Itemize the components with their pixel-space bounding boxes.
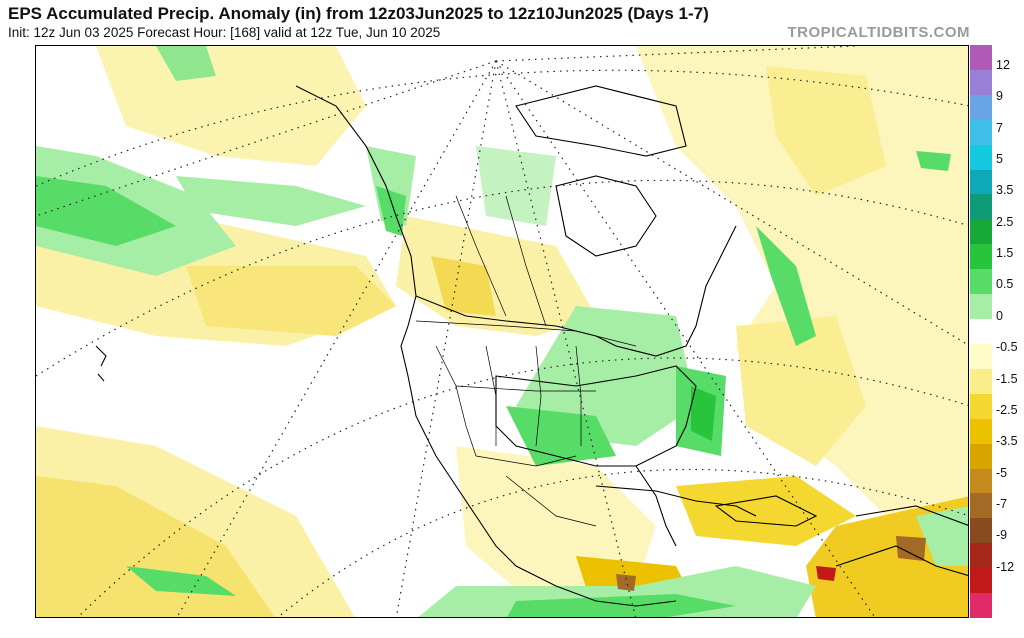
colorbar-swatch bbox=[970, 593, 992, 619]
colorbar-tick-label: 0.5 bbox=[996, 277, 1014, 292]
precip-anomaly-map bbox=[35, 45, 969, 618]
map-subtitle: Init: 12z Jun 03 2025 Forecast Hour: [16… bbox=[8, 25, 441, 40]
colorbar-swatch bbox=[970, 518, 992, 544]
brand-watermark: TROPICALTIDBITS.COM bbox=[787, 24, 970, 41]
colorbar-tick-label: -0.5 bbox=[996, 340, 1018, 355]
colorbar-swatch bbox=[970, 343, 992, 370]
colorbar-swatch bbox=[970, 244, 992, 270]
colorbar-swatch bbox=[970, 368, 992, 395]
colorbar-swatch bbox=[970, 269, 992, 295]
political-borders bbox=[415, 195, 637, 527]
anomaly-field bbox=[36, 46, 968, 617]
colorbar-tick-label: 7 bbox=[996, 120, 1003, 135]
colorbar-tick-label: -2.5 bbox=[996, 402, 1018, 417]
colorbar-tick-label: 5 bbox=[996, 152, 1003, 167]
colorbar-tick-label: 0 bbox=[996, 308, 1003, 323]
colorbar-swatch bbox=[970, 418, 992, 445]
map-canvas bbox=[36, 46, 968, 617]
colorbar-swatch bbox=[970, 468, 992, 494]
colorbar-tick-label: 3.5 bbox=[996, 183, 1014, 198]
colorbar-tick-label: -9 bbox=[996, 528, 1008, 543]
colorbar-tick-label: 12 bbox=[996, 58, 1010, 72]
colorbar-swatch bbox=[970, 443, 992, 469]
colorbar-tick-label: -12 bbox=[996, 559, 1015, 574]
colorbar-swatch bbox=[970, 119, 992, 146]
colorbar-swatch bbox=[970, 393, 992, 420]
graticule bbox=[36, 46, 968, 617]
map-title: EPS Accumulated Precip. Anomaly (in) fro… bbox=[8, 4, 709, 23]
colorbar-swatch bbox=[970, 543, 992, 569]
colorbar-swatch bbox=[970, 194, 992, 220]
colorbar-swatch bbox=[970, 493, 992, 519]
colorbar-swatch bbox=[970, 568, 992, 594]
colorbar-swatch bbox=[970, 69, 992, 96]
colorbar-tick-label: -7 bbox=[996, 496, 1008, 511]
colorbar-tick-label: 1.5 bbox=[996, 246, 1014, 261]
colorbar-tick-label: 2.5 bbox=[996, 214, 1014, 229]
colorbar-swatch bbox=[970, 45, 992, 71]
colorbar-tick-label: -1.5 bbox=[996, 371, 1018, 386]
colorbar-tick-label: 9 bbox=[996, 89, 1003, 104]
colorbar-swatch bbox=[970, 169, 992, 195]
colorbar-swatch bbox=[970, 319, 992, 345]
colorbar-tick-label: -5 bbox=[996, 465, 1008, 480]
colorbar-swatch bbox=[970, 294, 992, 320]
colorbar-tick-label: -3.5 bbox=[996, 434, 1018, 449]
precip-anomaly-colorbar bbox=[970, 45, 992, 619]
coastlines bbox=[95, 85, 968, 607]
colorbar-swatch bbox=[970, 94, 992, 121]
colorbar-swatch bbox=[970, 144, 992, 171]
colorbar-swatch bbox=[970, 219, 992, 245]
